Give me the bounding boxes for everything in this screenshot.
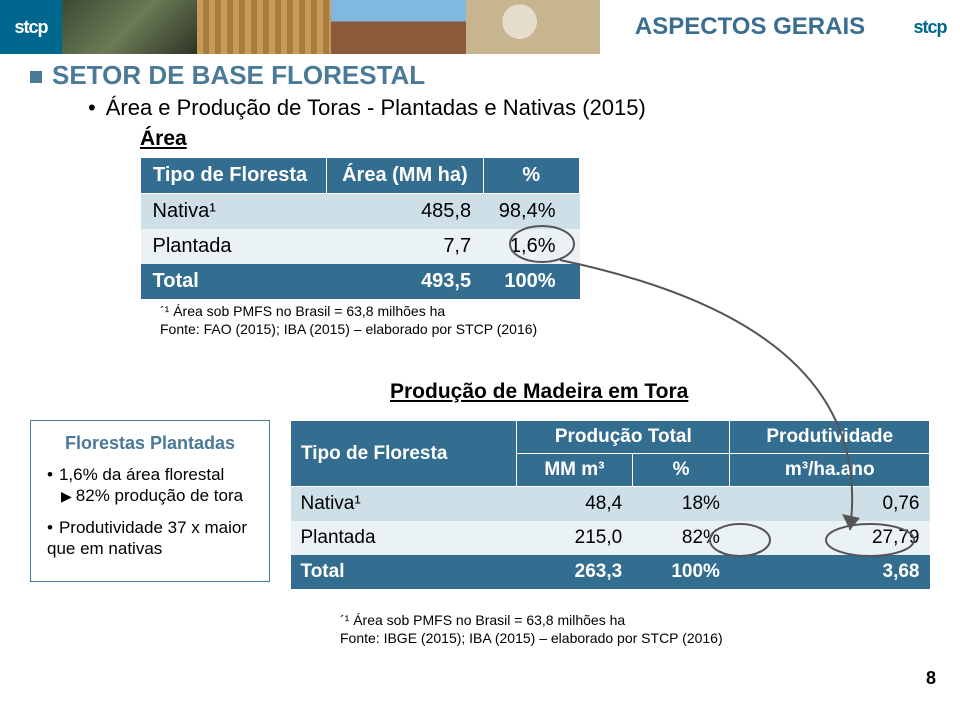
sidebox-item: •Produtividade 37 x maior que em nativas [47, 517, 257, 560]
bullet-dot-icon: • [88, 95, 96, 120]
slide-banner: stcp ASPECTOS GERAIS stcp [0, 0, 960, 54]
table-row-total: Total 263,3 100% 3,68 [291, 555, 930, 589]
cell-value: 493,5 [327, 264, 483, 299]
sidebox-item2: Produtividade 37 x maior que em nativas [47, 518, 247, 558]
callout-box-florestas-plantadas: Florestas Plantadas • 1,6% da área flores… [30, 420, 270, 582]
content-lower: Produção de Madeira em Tora Florestas Pl… [30, 380, 930, 412]
logo-block-right: stcp [900, 0, 960, 54]
triangle-bullet-icon: ▶ [61, 488, 72, 504]
source2-line2: Fonte: IBGE (2015); IBA (2015) – elabora… [340, 630, 723, 648]
cell-prod: 0,76 [730, 487, 930, 522]
area-th-mmha: Área (MM ha) [327, 158, 483, 194]
banner-photo-paper [466, 0, 601, 54]
brand-logo-text: stcp [14, 17, 47, 38]
section-area-heading: Área [140, 127, 930, 151]
prod-th-tipo: Tipo de Floresta [291, 421, 517, 487]
area-source-note: ´¹ Área sob PMFS no Brasil = 63,8 milhõe… [160, 303, 930, 338]
banner-photo-strip [62, 0, 600, 54]
cell-label: Total [291, 555, 517, 589]
cell-pct: 1,6% [483, 229, 579, 264]
cell-prod: 27,79 [730, 521, 930, 555]
prod-th-mha: m³/ha.ano [730, 454, 930, 487]
banner-title: ASPECTOS GERAIS [600, 0, 900, 54]
cell-pct: 100% [483, 264, 579, 299]
prod-th-pct: % [632, 454, 730, 487]
heading-level-1: SETOR DE BASE FLORESTAL [30, 60, 930, 91]
banner-photo-lumber [197, 0, 332, 54]
cell-mm: 215,0 [517, 521, 633, 555]
heading1-text: SETOR DE BASE FLORESTAL [52, 60, 425, 90]
table-row: Nativa¹ 48,4 18% 0,76 [291, 487, 930, 522]
prod-th-mm: MM m³ [517, 454, 633, 487]
cell-value: 485,8 [327, 194, 483, 230]
prod-th-prodtotal: Produção Total [517, 421, 730, 454]
bullet-dot-icon: • [47, 465, 53, 484]
sidebox-item1b: 82% produção de tora [76, 486, 243, 505]
producao-table: Tipo de Floresta Produção Total Produtiv… [290, 420, 930, 589]
cell-value: 7,7 [327, 229, 483, 264]
cell-pct: 82% [632, 521, 730, 555]
heading-level-2: • Área e Produção de Toras - Plantadas e … [88, 95, 930, 121]
prod-th-produtividade: Produtividade [730, 421, 930, 454]
table-row-total: Total 493,5 100% [141, 264, 580, 299]
source1-line2: Fonte: FAO (2015); IBA (2015) – elaborad… [160, 321, 930, 339]
source2-line1: ´¹ Área sob PMFS no Brasil = 63,8 milhõe… [340, 612, 723, 630]
sidebox-item: • 1,6% da área florestal ▶82% produção de… [47, 464, 257, 507]
cell-label: Plantada [291, 521, 517, 555]
cell-label: Total [141, 264, 327, 299]
brand-logo-text-right: stcp [913, 17, 946, 38]
cell-mm: 263,3 [517, 555, 633, 589]
table-row: Nativa¹ 485,8 98,4% [141, 194, 580, 230]
table-row: Plantada 215,0 82% 27,79 [291, 521, 930, 555]
area-th-tipo: Tipo de Floresta [141, 158, 327, 194]
prod-source-note: ´¹ Área sob PMFS no Brasil = 63,8 milhõe… [340, 612, 723, 647]
source1-line1: ´¹ Área sob PMFS no Brasil = 63,8 milhõe… [160, 303, 930, 321]
cell-mm: 48,4 [517, 487, 633, 522]
cell-label: Plantada [141, 229, 327, 264]
banner-photo-cabin [331, 0, 466, 54]
square-bullet-icon [30, 71, 42, 83]
area-table: Tipo de Floresta Área (MM ha) % Nativa¹ … [140, 157, 580, 299]
cell-label: Nativa¹ [141, 194, 327, 230]
sidebox-title: Florestas Plantadas [43, 433, 257, 454]
heading2-text: Área e Produção de Toras - Plantadas e N… [106, 95, 646, 120]
table-row: Plantada 7,7 1,6% [141, 229, 580, 264]
cell-prod: 3,68 [730, 555, 930, 589]
sidebox-item1a: 1,6% da área florestal [59, 465, 224, 484]
cell-pct: 18% [632, 487, 730, 522]
cell-pct: 100% [632, 555, 730, 589]
page-number: 8 [926, 668, 936, 689]
area-th-pct: % [483, 158, 579, 194]
logo-block-left: stcp [0, 0, 62, 54]
bullet-dot-icon: • [47, 518, 53, 537]
content-upper: SETOR DE BASE FLORESTAL • Área e Produção… [30, 60, 930, 338]
banner-photo-forest [62, 0, 197, 54]
cell-label: Nativa¹ [291, 487, 517, 522]
cell-pct: 98,4% [483, 194, 579, 230]
section-prod-heading: Produção de Madeira em Tora [390, 380, 930, 404]
